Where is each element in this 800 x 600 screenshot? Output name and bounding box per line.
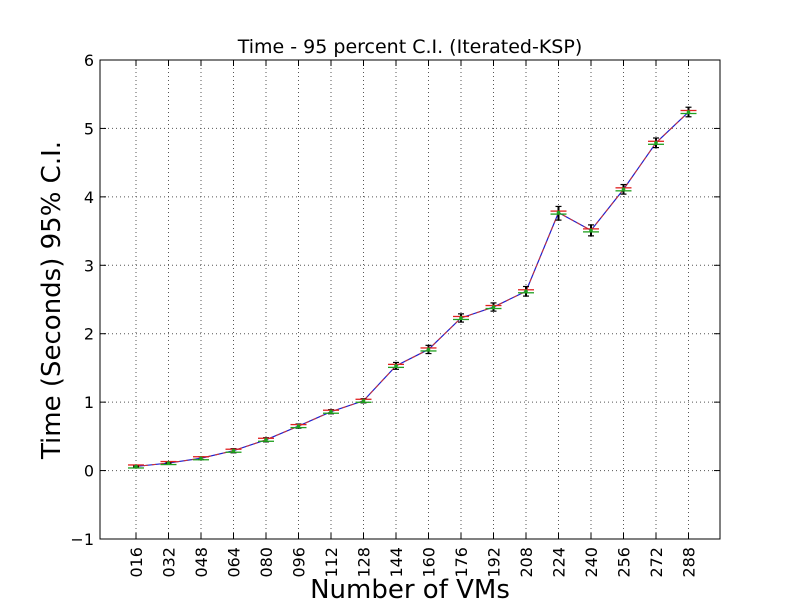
x-tick-label: 128 [355,547,374,578]
y-tick-label: −1 [70,530,94,549]
x-tick-label: 240 [582,547,601,578]
data-point [426,347,431,352]
data-point [264,437,268,442]
x-tick-label: 176 [452,547,471,578]
data-point [459,316,463,320]
data-point [199,456,203,461]
data-point [524,289,528,294]
data-point [556,210,561,215]
y-tick-label: 0 [84,462,94,481]
x-tick-label: 112 [322,547,341,578]
data-point [329,409,333,414]
x-tick-label: 160 [420,547,439,578]
x-tick-label: 208 [517,547,536,578]
y-tick-label: 5 [84,119,94,138]
x-axis-label: Number of VMs [310,575,510,600]
ci-markers [128,106,697,469]
data-point [686,110,691,114]
plot-frame [99,59,721,540]
y-axis-label: Time (Seconds) 95% C.I. [37,141,67,460]
x-tick-label: 256 [615,547,634,578]
data-point [491,305,496,309]
series-line-dashed [135,111,689,467]
data-point [296,424,301,428]
x-tick-label: 192 [485,547,504,578]
x-tick-label: 048 [192,547,211,578]
y-tick-label: 2 [84,325,94,344]
x-tick-label: 080 [257,547,276,578]
data-point [231,448,236,453]
chart-title: Time - 95 percent C.I. (Iterated-KSP) [237,36,583,58]
x-tick-label: 144 [387,547,406,578]
data-point [134,464,138,469]
data-point [654,140,658,145]
x-tick-label: 016 [127,547,146,578]
axis-ticks: −1 0 1 2 3 4 5 6 016 032 048 064 080 096 112 128 144 160 1… [70,51,720,578]
x-tick-label: 288 [680,547,699,578]
x-tick-label: 272 [647,547,666,578]
x-tick-label: 032 [160,547,179,578]
y-tick-label: 1 [84,393,94,412]
x-tick-label: 224 [550,547,569,578]
data-point [166,461,171,465]
data-point [589,228,593,233]
y-tick-label: 6 [84,51,94,70]
y-tick-label: 4 [84,188,94,207]
data-point [361,398,366,403]
x-tick-label: 096 [290,547,309,578]
x-tick-label: 064 [225,547,244,578]
data-point [394,364,398,368]
y-tick-label: 3 [84,256,94,275]
grid [100,60,720,539]
data-point [621,187,626,192]
